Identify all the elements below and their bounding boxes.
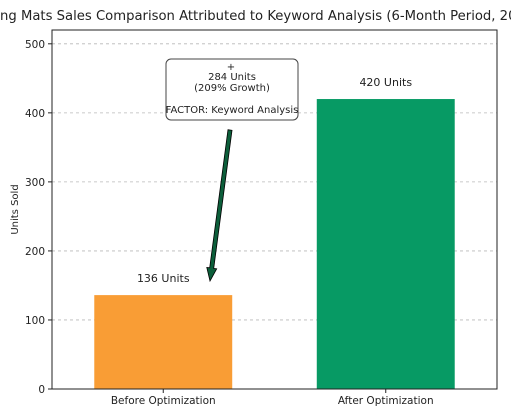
bar-0 xyxy=(94,295,233,389)
y-tick-label: 100 xyxy=(25,315,45,327)
y-tick-label: 200 xyxy=(25,246,45,258)
y-axis-ticks: 0 100 200 300 400 500 xyxy=(25,39,52,396)
y-tick-label: 300 xyxy=(25,177,45,189)
axes-frame xyxy=(51,29,498,390)
annotation-box xyxy=(165,58,299,121)
y-axis-label: Units Sold xyxy=(10,184,21,234)
plot-frame xyxy=(51,29,498,390)
x-tick-label: Before Optimization xyxy=(111,395,216,407)
growth-annotation: +284 Units(209% Growth) FACTOR: Keyword A… xyxy=(165,58,299,283)
data-label: 136 Units xyxy=(137,272,190,285)
annotation-arrow xyxy=(206,129,233,283)
x-axis-ticks: Before Optimization After Optimization xyxy=(111,389,434,407)
annotation-line: (209% Growth) xyxy=(194,83,270,94)
y-tick-label: 500 xyxy=(25,39,45,51)
x-tick-label: After Optimization xyxy=(338,395,434,407)
data-label: 420 Units xyxy=(359,76,412,89)
bars xyxy=(94,99,455,390)
annotation-line: + xyxy=(227,62,235,73)
y-tick-label: 400 xyxy=(25,108,45,120)
annotation-line: FACTOR: Keyword Analysis xyxy=(166,105,299,116)
data-labels: 136 Units 420 Units xyxy=(137,76,412,285)
chart-title: Baking Mats Sales Comparison Attributed … xyxy=(0,9,511,24)
annotation-line: 284 Units xyxy=(208,72,256,83)
y-tick-label: 0 xyxy=(38,384,45,396)
bar-1 xyxy=(316,99,455,390)
